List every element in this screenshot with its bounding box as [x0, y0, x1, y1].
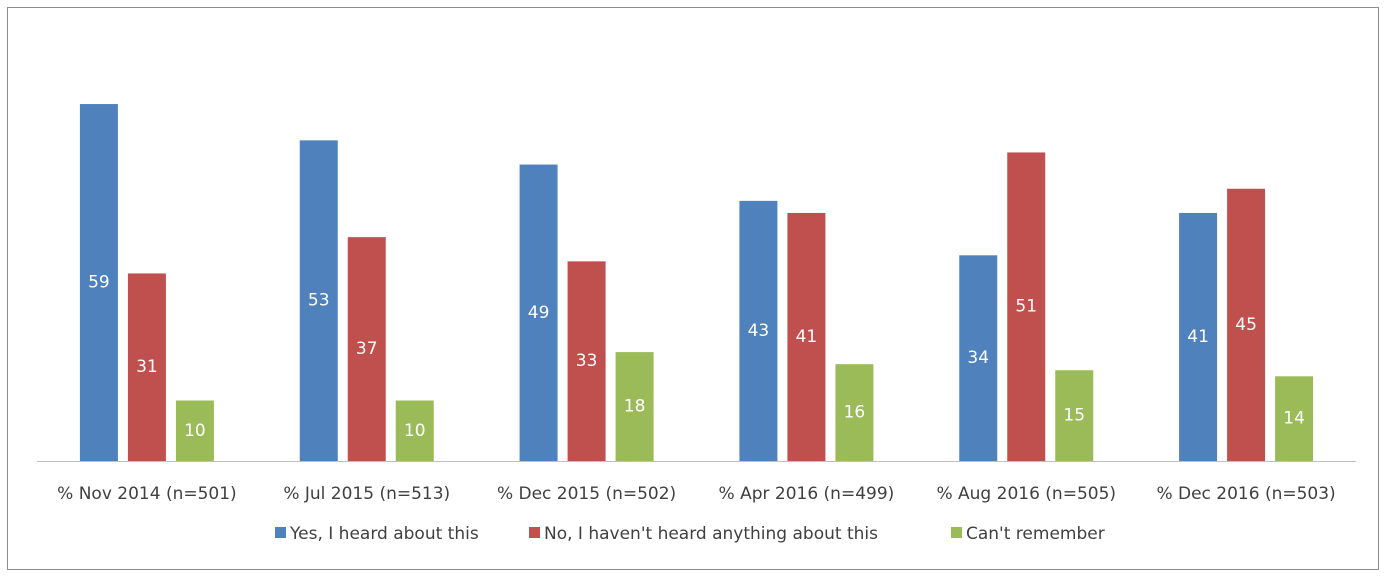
legend-label-can-t-remember: Can't remember — [966, 524, 1105, 544]
data-label-yes-i-heard-about-this-6: 41 — [1187, 327, 1209, 347]
data-label-no-i-haven-t-heard-anything-about-this-1: 31 — [136, 357, 158, 377]
data-label-yes-i-heard-about-this-4: 43 — [748, 321, 770, 341]
data-label-can-t-remember-1: 10 — [184, 421, 206, 441]
bar-no-i-haven-t-heard-anything-about-this-5 — [1007, 152, 1046, 461]
legend-item-yes-i-heard-about-this: Yes, I heard about this — [275, 524, 479, 544]
bar-no-i-haven-t-heard-anything-about-this-4 — [787, 212, 826, 461]
bar-yes-i-heard-about-this-5 — [959, 255, 998, 461]
x-tick-label-4: % Apr 2016 (n=499) — [719, 484, 895, 504]
x-tick-labels: % Nov 2014 (n=501) % Jul 2015 (n=513) % De… — [57, 484, 1336, 504]
bar-no-i-haven-t-heard-anything-about-this-2 — [347, 237, 386, 461]
bar-no-i-haven-t-heard-anything-about-this-1 — [127, 273, 166, 461]
bar-can-t-remember-6 — [1275, 376, 1314, 461]
x-tick-label-1: % Nov 2014 (n=501) — [57, 484, 237, 504]
bar-no-i-haven-t-heard-anything-about-this-3 — [567, 261, 606, 461]
legend-swatch-can-t-remember — [951, 527, 962, 538]
bars-layer — [79, 104, 1314, 462]
data-labels-layer: 59 31 10 53 37 10 49 33 18 43 41 16 34 51 15 41 45 14 — [88, 273, 1305, 441]
chart-frame — [7, 7, 1379, 570]
data-label-can-t-remember-4: 16 — [844, 403, 866, 423]
legend-item-can-t-remember: Can't remember — [951, 524, 1105, 544]
data-label-can-t-remember-3: 18 — [624, 397, 646, 417]
legend-label-no-i-haven-t-heard-anything-about-this: No, I haven't heard anything about this — [544, 524, 878, 544]
x-tick-label-2: % Jul 2015 (n=513) — [283, 484, 450, 504]
data-label-no-i-haven-t-heard-anything-about-this-6: 45 — [1235, 315, 1257, 335]
data-label-no-i-haven-t-heard-anything-about-this-5: 51 — [1015, 297, 1037, 317]
data-label-can-t-remember-6: 14 — [1283, 409, 1305, 429]
bar-can-t-remember-4 — [835, 364, 874, 461]
x-tick-label-3: % Dec 2015 (n=502) — [497, 484, 676, 504]
data-label-can-t-remember-5: 15 — [1063, 406, 1085, 426]
bar-yes-i-heard-about-this-3 — [519, 164, 558, 462]
data-label-yes-i-heard-about-this-3: 49 — [528, 303, 550, 323]
data-label-no-i-haven-t-heard-anything-about-this-3: 33 — [576, 351, 598, 371]
legend: Yes, I heard about this No, I haven't hea… — [275, 524, 1105, 544]
data-label-yes-i-heard-about-this-2: 53 — [308, 291, 330, 311]
bar-yes-i-heard-about-this-2 — [299, 140, 338, 461]
data-label-no-i-haven-t-heard-anything-about-this-2: 37 — [356, 339, 378, 359]
legend-item-no-i-haven-t-heard-anything-about-this: No, I haven't heard anything about this — [529, 524, 878, 544]
bar-can-t-remember-5 — [1055, 370, 1094, 461]
data-label-yes-i-heard-about-this-1: 59 — [88, 273, 110, 293]
legend-swatch-yes-i-heard-about-this — [275, 527, 286, 538]
data-label-yes-i-heard-about-this-5: 34 — [967, 348, 989, 368]
bar-can-t-remember-1 — [175, 400, 214, 461]
bar-yes-i-heard-about-this-4 — [739, 200, 778, 461]
bar-can-t-remember-2 — [395, 400, 434, 461]
bar-yes-i-heard-about-this-1 — [79, 104, 118, 462]
bar-no-i-haven-t-heard-anything-about-this-6 — [1227, 188, 1266, 461]
data-label-can-t-remember-2: 10 — [404, 421, 426, 441]
bar-can-t-remember-3 — [615, 352, 654, 461]
bar-yes-i-heard-about-this-6 — [1179, 212, 1218, 461]
legend-swatch-no-i-haven-t-heard-anything-about-this — [529, 527, 540, 538]
data-label-no-i-haven-t-heard-anything-about-this-4: 41 — [796, 327, 818, 347]
x-tick-label-5: % Aug 2016 (n=505) — [936, 484, 1116, 504]
x-tick-label-6: % Dec 2016 (n=503) — [1156, 484, 1335, 504]
legend-label-yes-i-heard-about-this: Yes, I heard about this — [289, 524, 479, 544]
